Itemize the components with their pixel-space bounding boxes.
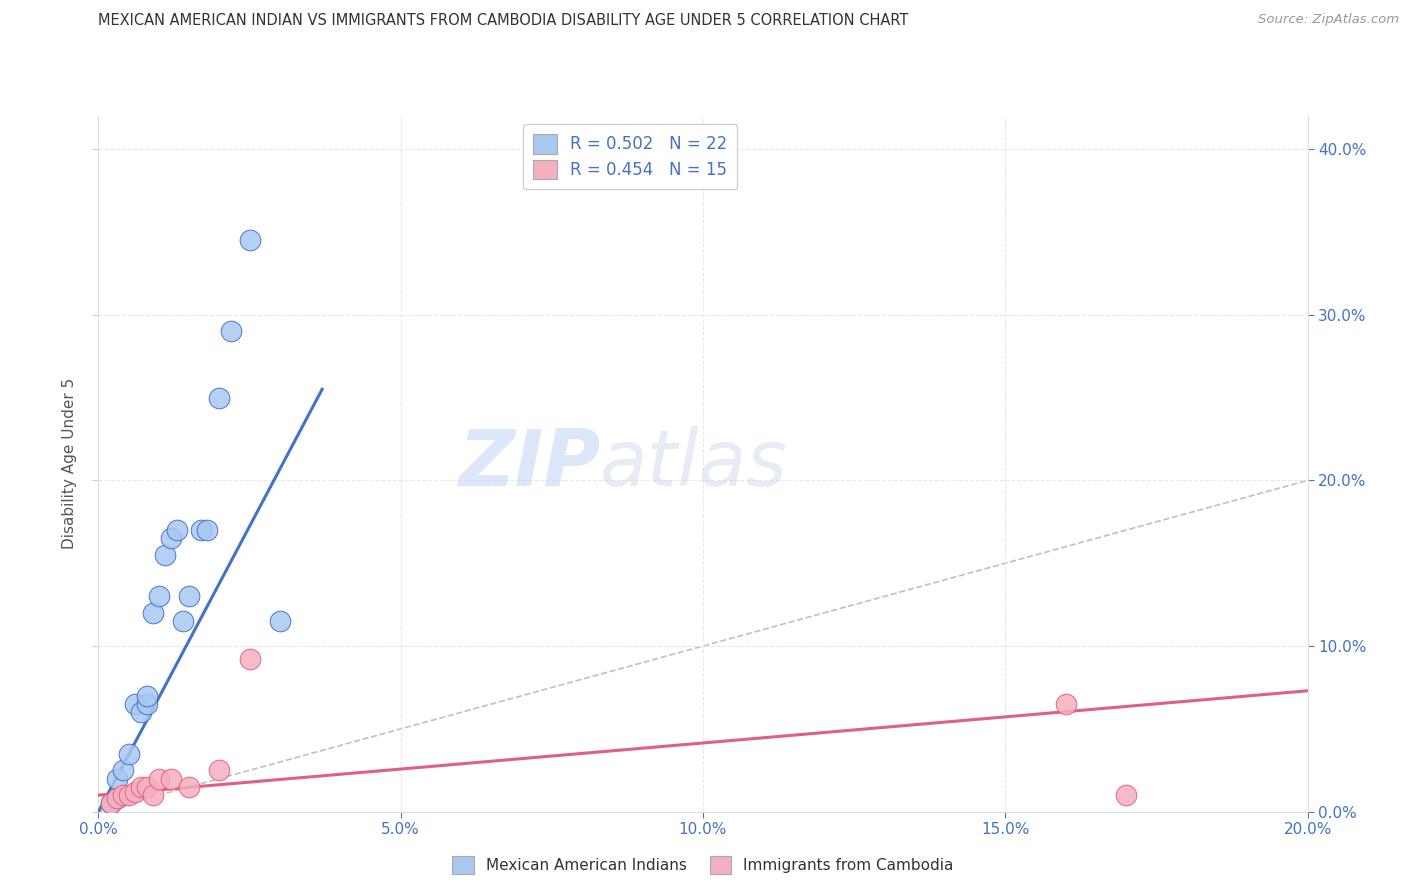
Point bbox=[179, 780, 201, 794]
Point bbox=[142, 606, 165, 620]
Point bbox=[100, 797, 122, 811]
Point bbox=[239, 652, 262, 666]
Point bbox=[124, 785, 146, 799]
Point bbox=[208, 391, 231, 405]
Point bbox=[111, 788, 134, 802]
Point bbox=[129, 780, 152, 794]
Point bbox=[124, 697, 146, 711]
Point bbox=[105, 772, 128, 786]
Point bbox=[100, 797, 122, 811]
Point bbox=[172, 614, 194, 628]
Point bbox=[111, 764, 134, 778]
Point bbox=[135, 689, 157, 703]
Point bbox=[269, 614, 291, 628]
Point bbox=[166, 523, 188, 537]
Point bbox=[153, 548, 176, 562]
Point bbox=[239, 233, 262, 247]
Point bbox=[148, 772, 170, 786]
Text: ZIP: ZIP bbox=[458, 425, 600, 502]
Text: atlas: atlas bbox=[600, 425, 789, 502]
Legend: R = 0.502   N = 22, R = 0.454   N = 15: R = 0.502 N = 22, R = 0.454 N = 15 bbox=[523, 124, 737, 189]
Text: Source: ZipAtlas.com: Source: ZipAtlas.com bbox=[1258, 13, 1399, 27]
Point bbox=[1115, 788, 1137, 802]
Point bbox=[118, 788, 141, 802]
Point bbox=[129, 706, 152, 720]
Point bbox=[135, 697, 157, 711]
Point bbox=[105, 791, 128, 805]
Point bbox=[160, 772, 183, 786]
Point bbox=[135, 780, 157, 794]
Point bbox=[160, 532, 183, 546]
Point bbox=[142, 788, 165, 802]
Point bbox=[190, 523, 212, 537]
Point bbox=[195, 523, 218, 537]
Point bbox=[118, 747, 141, 761]
Point bbox=[221, 324, 243, 338]
Legend: Mexican American Indians, Immigrants from Cambodia: Mexican American Indians, Immigrants fro… bbox=[446, 850, 960, 880]
Point bbox=[208, 764, 231, 778]
Point bbox=[148, 590, 170, 604]
Y-axis label: Disability Age Under 5: Disability Age Under 5 bbox=[62, 378, 77, 549]
Point bbox=[105, 791, 128, 805]
Point bbox=[179, 590, 201, 604]
Text: MEXICAN AMERICAN INDIAN VS IMMIGRANTS FROM CAMBODIA DISABILITY AGE UNDER 5 CORRE: MEXICAN AMERICAN INDIAN VS IMMIGRANTS FR… bbox=[98, 13, 908, 29]
Point bbox=[1054, 697, 1077, 711]
